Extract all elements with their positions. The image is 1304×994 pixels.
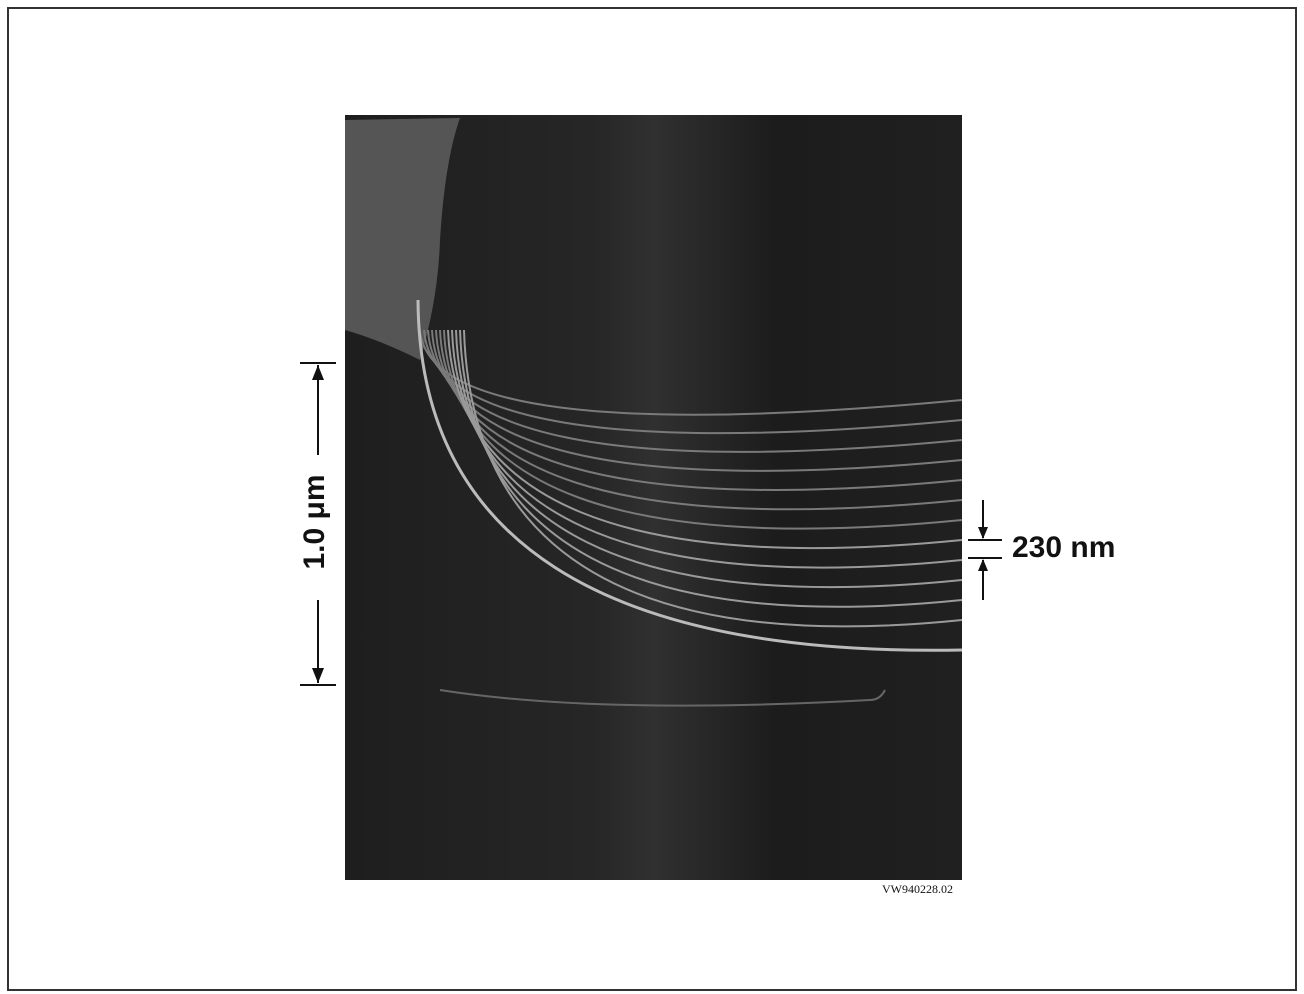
figure-id: VW940228.02 — [882, 882, 953, 896]
spacing-label: 230 nm — [1012, 531, 1115, 564]
figure: 1.0 μm 230 nm VW940228.02 — [0, 0, 1304, 994]
scale-bar-label: 1.0 μm — [298, 474, 331, 569]
page: 1.0 μm 230 nm VW940228.02 (() => { const… — [0, 0, 1304, 994]
micrograph — [345, 115, 962, 880]
